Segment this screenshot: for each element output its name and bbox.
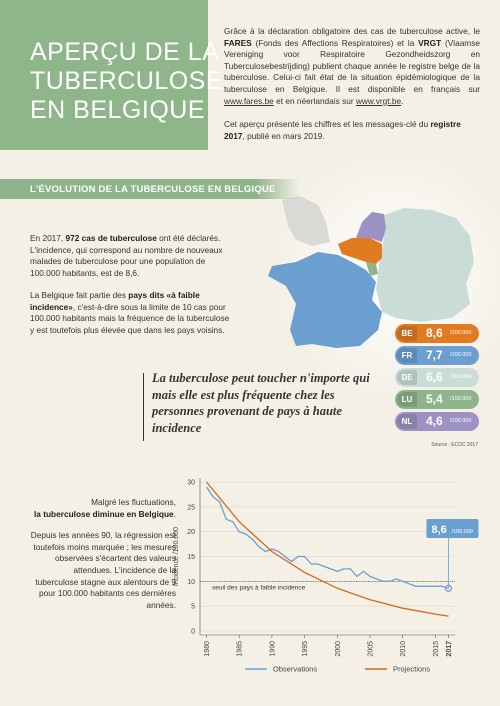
text: FARES (224, 37, 252, 48)
country-code: DE (397, 370, 417, 385)
text: Malgré les fluctuations, (91, 497, 176, 507)
text: Cet aperçu présente les chiffres et les … (224, 119, 431, 130)
title-line: TUBERCULOSE (30, 67, 224, 95)
series-line (205, 481, 449, 617)
callout-point (444, 584, 453, 592)
text: ont été déclarés. L'incidence, qui corre… (30, 233, 223, 278)
title-box (0, 0, 208, 150)
map-netherlands (356, 212, 386, 242)
text: . (401, 95, 404, 106)
map (268, 196, 474, 348)
x-tick-label: 1995 (302, 641, 309, 657)
rate-pill: FR 7,7/100.000 (395, 346, 479, 365)
map-germany (376, 208, 474, 322)
x-tick-label: 2005 (368, 641, 375, 657)
incidence-text: En 2017, 972 cas de tuberculose ont été … (30, 233, 235, 336)
paragraph: La Belgique fait partie des pays dits «à… (30, 290, 235, 336)
legend-label: Projections (393, 665, 430, 674)
rate-unit: /100.000 (450, 330, 472, 336)
link[interactable]: www.fares.be (224, 95, 274, 106)
rate-unit: /100.000 (450, 352, 472, 358)
rate-unit: /100.000 (450, 418, 472, 424)
quote-bar (143, 373, 144, 441)
text: La Belgique fait partie des (30, 290, 129, 300)
rate-pill: BE 8,6/100.000 (395, 324, 479, 343)
text: (Fonds des Affections Respiratoires) et … (251, 37, 419, 48)
callout-value: 8,6 (431, 524, 446, 536)
y-tick-label: 15 (187, 554, 195, 561)
rate-pill: DE 6,6/100.000 (395, 368, 479, 387)
country-code: FR (397, 348, 417, 363)
text: Depuis les années 90, la régression est … (30, 530, 176, 610)
x-tick-label: 1985 (237, 641, 244, 657)
text: registre 2017 (224, 119, 461, 141)
section-bar (0, 179, 300, 199)
title: APERÇU DE LA TUBERCULOSE EN BELGIQUE (30, 38, 223, 125)
title-line: EN BELGIQUE (30, 96, 205, 124)
map-belgium (338, 238, 382, 264)
y-tick-label: 20 (187, 529, 195, 536)
rate-pill: NL 4,6/100.000 (395, 412, 479, 431)
y-tick-label: 30 (187, 480, 195, 487)
rate-pill: LU 5,4/100.000 (395, 390, 479, 409)
callout-unit: /100.000 (451, 529, 472, 535)
rate-value: 5,4 (426, 392, 443, 406)
text: la tuberculose diminue en Belgique (33, 508, 174, 519)
country-code: LU (397, 392, 417, 407)
y-tick-label: 5 (191, 604, 195, 611)
rate-value: 7,7 (426, 348, 443, 362)
map-uk (282, 196, 330, 246)
x-tick-label: 2000 (335, 641, 342, 657)
source: Source : ECDC 2017 (431, 442, 478, 448)
series-line (205, 486, 449, 589)
x-tick-label: 1990 (269, 641, 276, 657)
rate-value: 6,6 (426, 370, 443, 384)
text: En 2017, (30, 233, 66, 243)
paragraph: Grâce à la déclaration obligatoire des c… (224, 26, 480, 107)
paragraph: En 2017, 972 cas de tuberculose ont été … (30, 233, 235, 279)
text: , c'est-à-dire sous la limite de 10 cas … (30, 301, 230, 335)
x-tick-label: 2015 (433, 641, 440, 657)
map-france (268, 252, 382, 348)
paragraph: Cet aperçu présente les chiffres et les … (224, 119, 480, 142)
quote: La tuberculose peut toucher n'importe qu… (152, 371, 370, 435)
intro: Grâce à la déclaration obligatoire des c… (224, 26, 480, 142)
x-tick-label: 2017 (446, 641, 453, 657)
country-code: BE (397, 326, 417, 341)
legend-label: Observations (273, 665, 317, 674)
text: Grâce à la déclaration obligatoire des c… (224, 26, 480, 36)
section-title: L'ÉVOLUTION DE LA TUBERCULOSE EN BELGIQU… (30, 184, 276, 195)
text: . (173, 508, 176, 519)
threshold-label: seuil des pays à faible incidence (212, 584, 306, 591)
y-tick-label: 0 (191, 629, 195, 636)
y-tick-label: 10 (187, 579, 195, 586)
rate-unit: /100.000 (450, 396, 472, 402)
rate-value: 4,6 (426, 414, 443, 428)
paragraph: Depuis les années 90, la régression est … (30, 530, 176, 611)
y-tick-label: 25 (187, 504, 195, 511)
country-code: NL (397, 414, 417, 429)
y-axis-label: Incidence /100.000 (173, 527, 180, 586)
text: , publié en mars 2019. (242, 130, 325, 141)
map-luxembourg (366, 262, 378, 276)
title-line: APERÇU DE LA (30, 38, 220, 66)
x-tick-label: 2010 (400, 641, 407, 657)
rate-unit: /100.000 (450, 374, 472, 380)
text: et en néerlandais sur (273, 95, 356, 106)
callout-box (426, 519, 479, 538)
text: (Vlaamse Vereniging voor Respiratoire Ge… (224, 37, 480, 94)
trend-text: Malgré les fluctuations, la tuberculose … (30, 497, 176, 611)
text: VRGT (418, 37, 442, 48)
x-tick-label: 1980 (204, 641, 211, 657)
rate-value: 8,6 (426, 326, 443, 340)
paragraph: Malgré les fluctuations, la tuberculose … (30, 497, 176, 520)
link[interactable]: www.vrgt.be (355, 95, 402, 106)
text: 972 cas de tuberculose (65, 233, 157, 243)
text: pays dits «à faible incidence» (30, 290, 200, 312)
